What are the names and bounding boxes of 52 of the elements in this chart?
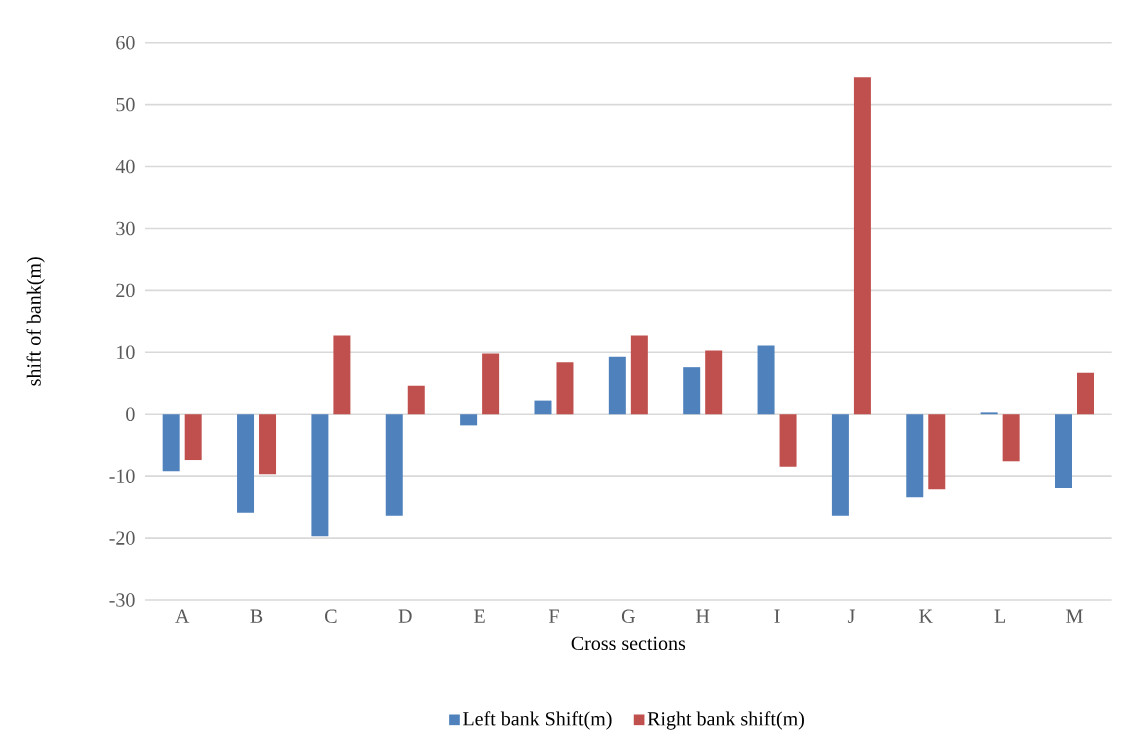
y-tick-label: -10	[109, 469, 135, 483]
y-tick-label: 10	[117, 345, 135, 360]
x-tick-label: C	[325, 609, 337, 624]
x-tick-label: E	[474, 609, 485, 623]
x-tick-label: K	[919, 609, 933, 623]
x-tick-label: M	[1066, 609, 1083, 623]
x-tick-label: G	[621, 609, 635, 624]
y-tick-label: 30	[116, 221, 135, 236]
bar	[683, 367, 701, 415]
y-tick-label: 50	[116, 97, 135, 112]
bar	[1054, 414, 1072, 488]
y-tick-label: 0	[126, 407, 135, 421]
bar	[311, 414, 329, 537]
bar	[460, 414, 478, 426]
bar	[385, 414, 403, 516]
x-tick-label: F	[549, 609, 559, 623]
y-axis-title: shift of bank(m)	[26, 257, 45, 386]
bar	[162, 414, 180, 472]
x-tick-label: I	[774, 609, 780, 623]
y-tick-label: 20	[116, 283, 135, 298]
bar	[184, 414, 202, 461]
x-tick-label: L	[994, 609, 1006, 623]
x-tick-label: A	[175, 609, 190, 623]
legend-label: Left bank Shift(m)	[463, 711, 612, 730]
bar	[757, 345, 775, 415]
bar	[630, 335, 648, 415]
x-axis-title: Cross sections	[571, 636, 686, 651]
bar	[853, 77, 871, 415]
bar	[705, 350, 723, 415]
bar	[482, 353, 500, 415]
y-tick-label: 60	[116, 35, 135, 50]
bar	[608, 356, 626, 415]
y-tick-label: -30	[109, 593, 135, 607]
x-tick-label: H	[696, 609, 710, 623]
x-tick-label: D	[398, 609, 412, 623]
bar	[928, 414, 946, 490]
bar	[1076, 372, 1094, 415]
x-tick-label: B	[250, 609, 263, 623]
y-tick-label: 40	[115, 159, 135, 174]
bar	[1002, 414, 1020, 462]
bar	[407, 385, 425, 415]
bar	[259, 414, 277, 475]
legend-label: Right bank shift(m)	[647, 711, 804, 730]
bar	[237, 414, 255, 513]
y-tick-label: -20	[109, 531, 135, 545]
bar	[831, 414, 849, 516]
bar	[779, 414, 797, 467]
bar	[534, 400, 552, 415]
x-tick-label: J	[847, 609, 855, 623]
bar	[556, 362, 574, 415]
bar	[906, 414, 924, 498]
bar	[333, 335, 351, 415]
